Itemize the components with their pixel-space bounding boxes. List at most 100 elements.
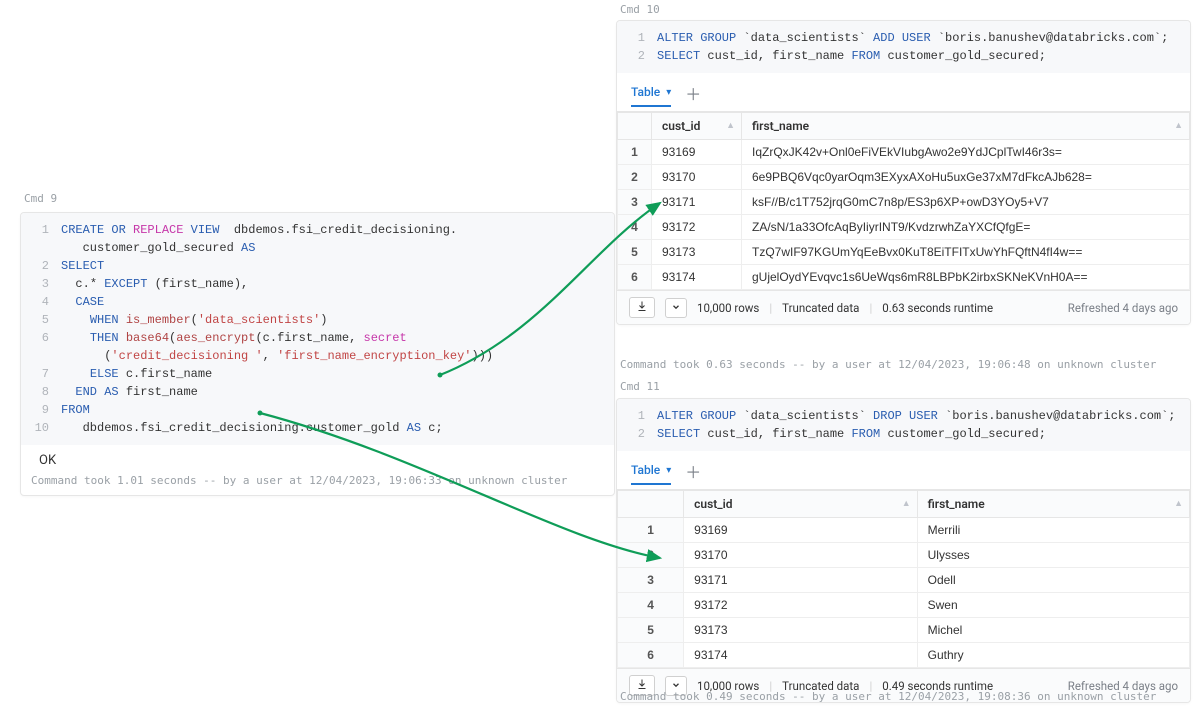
add-tab-button[interactable]: ＋ — [685, 459, 701, 489]
row-index: 2 — [618, 543, 684, 568]
code-line: 1ALTER GROUP `data_scientists` ADD USER … — [617, 29, 1190, 47]
cmd11-code[interactable]: 1ALTER GROUP `data_scientists` DROP USER… — [617, 399, 1190, 451]
table-cell: 93171 — [684, 568, 917, 593]
code-line: 8 END AS first_name — [21, 383, 614, 401]
table-row[interactable]: 193169IqZrQxJK42v+Onl0eFiVEkVIubgAwo2e9Y… — [618, 140, 1190, 165]
table-row[interactable]: 393171Odell — [618, 568, 1190, 593]
line-number: 2 — [21, 257, 61, 275]
code-line: customer_gold_secured AS — [21, 239, 614, 257]
line-number: 1 — [21, 221, 61, 239]
row-index-header — [618, 491, 684, 518]
row-index: 3 — [618, 568, 684, 593]
cmd10-footer: 10,000 rows | Truncated data | 0.63 seco… — [617, 290, 1190, 324]
table-row[interactable]: 593173TzQ7wIF97KGUmYqEeBvx0KuT8EiTFITxUw… — [618, 240, 1190, 265]
cmd9-code[interactable]: 1CREATE OR REPLACE VIEW dbdemos.fsi_cred… — [21, 213, 614, 445]
refresh-label: Refreshed 4 days ago — [1068, 301, 1178, 315]
chevron-down-icon: ▾ — [666, 465, 671, 476]
column-header[interactable]: cust_id▲ — [684, 491, 917, 518]
table-row[interactable]: 593173Michel — [618, 618, 1190, 643]
cmd11-tab-table[interactable]: Table ▾ — [631, 463, 671, 485]
table-cell: Michel — [917, 618, 1189, 643]
expand-button[interactable] — [665, 298, 687, 318]
code-text: customer_gold_secured AS — [61, 239, 614, 257]
line-number: 3 — [21, 275, 61, 293]
table-cell: 93173 — [684, 618, 917, 643]
code-text: ALTER GROUP `data_scientists` ADD USER `… — [657, 29, 1190, 47]
code-text: FROM — [61, 401, 614, 419]
code-line: 2SELECT cust_id, first_name FROM custome… — [617, 47, 1190, 65]
cmd10-cell: 1ALTER GROUP `data_scientists` ADD USER … — [616, 20, 1191, 325]
table-cell: ZA/sN/1a33OfcAqByIiyrINT9/KvdzrwhZaYXCfQ… — [742, 215, 1190, 240]
line-number: 6 — [21, 329, 61, 347]
code-text: c.* EXCEPT (first_name), — [61, 275, 614, 293]
code-line: 5 WHEN is_member('data_scientists') — [21, 311, 614, 329]
line-number: 1 — [617, 407, 657, 425]
table-row[interactable]: 293170Ulysses — [618, 543, 1190, 568]
code-line: 4 CASE — [21, 293, 614, 311]
table-row[interactable]: 2931706e9PBQ6Vqc0yarOqm3EXyxAXoHu5uxGe37… — [618, 165, 1190, 190]
runtime-label: 0.63 seconds runtime — [882, 301, 993, 315]
code-line: 1CREATE OR REPLACE VIEW dbdemos.fsi_cred… — [21, 221, 614, 239]
table-row[interactable]: 693174Guthry — [618, 643, 1190, 668]
cmd10-tab-table[interactable]: Table ▾ — [631, 85, 671, 107]
code-text: END AS first_name — [61, 383, 614, 401]
table-cell: Guthry — [917, 643, 1189, 668]
sort-icon[interactable]: ▲ — [726, 120, 735, 131]
sort-icon[interactable]: ▲ — [902, 498, 911, 509]
table-cell: 93174 — [684, 643, 917, 668]
line-number — [21, 239, 61, 257]
cmd9-ok: OK — [21, 445, 614, 470]
column-header[interactable]: cust_id▲ — [652, 113, 742, 140]
line-number: 2 — [617, 47, 657, 65]
code-text: ('credit_decisioning ', 'first_name_encr… — [61, 347, 614, 365]
table-cell: 6e9PBQ6Vqc0yarOqm3EXyxAXoHu5uxGe37xM7dFk… — [742, 165, 1190, 190]
table-row[interactable]: 493172Swen — [618, 593, 1190, 618]
row-index: 4 — [618, 215, 652, 240]
cmd11-tabs: Table ▾ ＋ — [617, 451, 1190, 490]
code-line: 9FROM — [21, 401, 614, 419]
table-cell: ksF//B/c1T752jrqG0mC7n8p/ES3p6XP+owD3YOy… — [742, 190, 1190, 215]
table-row[interactable]: 493172ZA/sN/1a33OfcAqByIiyrINT9/KvdzrwhZ… — [618, 215, 1190, 240]
add-tab-button[interactable]: ＋ — [685, 81, 701, 111]
table-cell: Merrili — [917, 518, 1189, 543]
row-index: 3 — [618, 190, 652, 215]
cmd11-cell: 1ALTER GROUP `data_scientists` DROP USER… — [616, 398, 1191, 703]
line-number: 2 — [617, 425, 657, 443]
cmd10-result-table: cust_id▲first_name▲193169IqZrQxJK42v+Onl… — [617, 112, 1190, 290]
row-index: 1 — [618, 140, 652, 165]
cmd10-tabs: Table ▾ ＋ — [617, 73, 1190, 112]
table-cell: 93173 — [652, 240, 742, 265]
table-cell: 93172 — [684, 593, 917, 618]
row-index-header — [618, 113, 652, 140]
cmd11-result-table: cust_id▲first_name▲193169Merrili293170Ul… — [617, 490, 1190, 668]
sort-icon[interactable]: ▲ — [1174, 120, 1183, 131]
table-cell: 93174 — [652, 265, 742, 290]
line-number: 9 — [21, 401, 61, 419]
table-row[interactable]: 193169Merrili — [618, 518, 1190, 543]
cmd9-cell: 1CREATE OR REPLACE VIEW dbdemos.fsi_cred… — [20, 212, 615, 496]
cmd11-label: Cmd 11 — [620, 380, 660, 393]
cmd10-status: Command took 0.63 seconds -- by a user a… — [620, 358, 1156, 371]
line-number: 4 — [21, 293, 61, 311]
download-button[interactable] — [629, 297, 655, 318]
table-cell: Odell — [917, 568, 1189, 593]
line-number: 5 — [21, 311, 61, 329]
table-cell: 93170 — [684, 543, 917, 568]
column-header[interactable]: first_name▲ — [742, 113, 1190, 140]
row-index: 6 — [618, 643, 684, 668]
table-cell: 93169 — [684, 518, 917, 543]
column-header[interactable]: first_name▲ — [917, 491, 1189, 518]
row-index: 4 — [618, 593, 684, 618]
table-cell: IqZrQxJK42v+Onl0eFiVEkVIubgAwo2e9YdJCplT… — [742, 140, 1190, 165]
code-text: SELECT — [61, 257, 614, 275]
line-number: 1 — [617, 29, 657, 47]
row-index: 1 — [618, 518, 684, 543]
code-line: 3 c.* EXCEPT (first_name), — [21, 275, 614, 293]
table-row[interactable]: 693174gUjelOydYEvqvc1s6UeWqs6mR8LBPbK2ir… — [618, 265, 1190, 290]
sort-icon[interactable]: ▲ — [1174, 498, 1183, 509]
cmd10-code[interactable]: 1ALTER GROUP `data_scientists` ADD USER … — [617, 21, 1190, 73]
table-row[interactable]: 393171ksF//B/c1T752jrqG0mC7n8p/ES3p6XP+o… — [618, 190, 1190, 215]
row-index: 6 — [618, 265, 652, 290]
code-line: 7 ELSE c.first_name — [21, 365, 614, 383]
row-index: 5 — [618, 240, 652, 265]
